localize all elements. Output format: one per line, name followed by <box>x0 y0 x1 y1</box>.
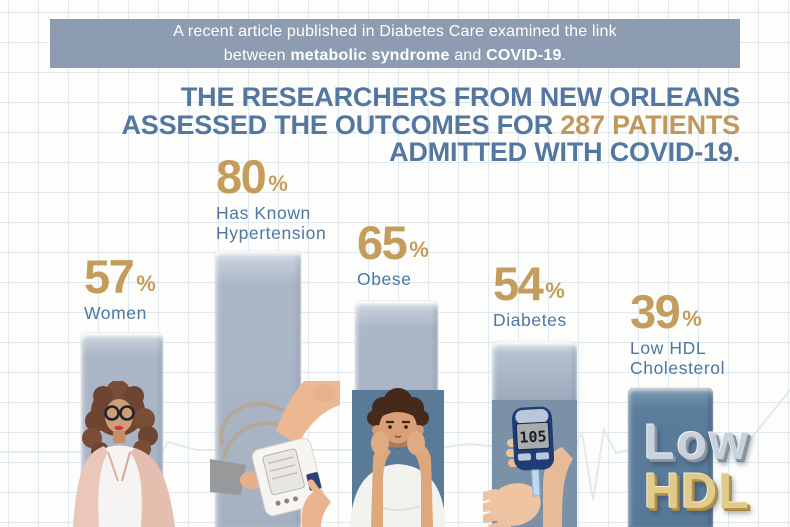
headline-line3: ADMITTED WITH COVID-19. <box>389 137 740 167</box>
headline-line1: THE RESEARCHERS FROM NEW ORLEANS <box>180 82 740 112</box>
woman-illustration <box>73 381 175 527</box>
banner-covid19: COVID-19 <box>486 46 562 64</box>
photo-obese-man <box>350 388 446 527</box>
glucose-meter-device: 105 <box>511 406 555 497</box>
label-hypertension: Has Known Hypertension <box>216 203 327 243</box>
caption-obese: 65% Obese <box>357 216 429 290</box>
low-hdl-line1: Low <box>644 414 750 470</box>
banner-line1: A recent article published in Diabetes C… <box>173 23 617 41</box>
percent-hypertension: 80% <box>216 150 288 203</box>
banner-line2: between metabolic syndrome and COVID-19. <box>224 44 566 67</box>
percent-low-hdl: 39% <box>630 285 702 338</box>
banner-line2-pre: between <box>223 46 291 64</box>
label-low-hdl: Low HDL Cholesterol <box>630 338 726 378</box>
caption-hypertension: 80% Has Known Hypertension <box>216 150 327 243</box>
bar-low-hdl <box>628 388 713 527</box>
banner: A recent article published in Diabetes C… <box>50 19 740 68</box>
label-obese: Obese <box>357 269 412 290</box>
caption-diabetes: 54% Diabetes <box>493 257 567 331</box>
label-diabetes: Diabetes <box>493 310 567 331</box>
photo-blood-pressure-monitor <box>210 381 340 527</box>
caption-women: 57% Women <box>84 250 156 324</box>
photo-woman <box>73 381 175 527</box>
banner-line2-and: and <box>449 46 487 64</box>
headline-line2-pre: ASSESSED THE OUTCOMES FOR <box>121 109 561 140</box>
caption-low-hdl: 39% Low HDL Cholesterol <box>630 285 726 378</box>
photo-glucose-meter: 105 <box>483 400 577 527</box>
headline: THE RESEARCHERS FROM NEW ORLEANS ASSESSE… <box>121 82 740 167</box>
headline-line2: ASSESSED THE OUTCOMES FOR 287 PATIENTS <box>121 109 740 140</box>
obese-man-illustration <box>350 388 446 527</box>
percent-women: 57% <box>84 250 156 303</box>
glucose-meter-illustration: 105 <box>483 400 577 527</box>
banner-metabolic-syndrome: metabolic syndrome <box>290 46 450 64</box>
percent-diabetes: 54% <box>493 257 565 310</box>
blood-pressure-illustration <box>210 381 340 527</box>
label-women: Women <box>84 303 147 324</box>
headline-287-patients: 287 PATIENTS <box>560 109 740 140</box>
low-hdl-line2: HDL <box>644 463 750 519</box>
glucose-reading: 105 <box>519 427 547 446</box>
low-hdl-3d-text: Low HDL <box>644 414 750 519</box>
banner-line2-end: . <box>561 46 567 64</box>
percent-obese: 65% <box>357 216 429 269</box>
